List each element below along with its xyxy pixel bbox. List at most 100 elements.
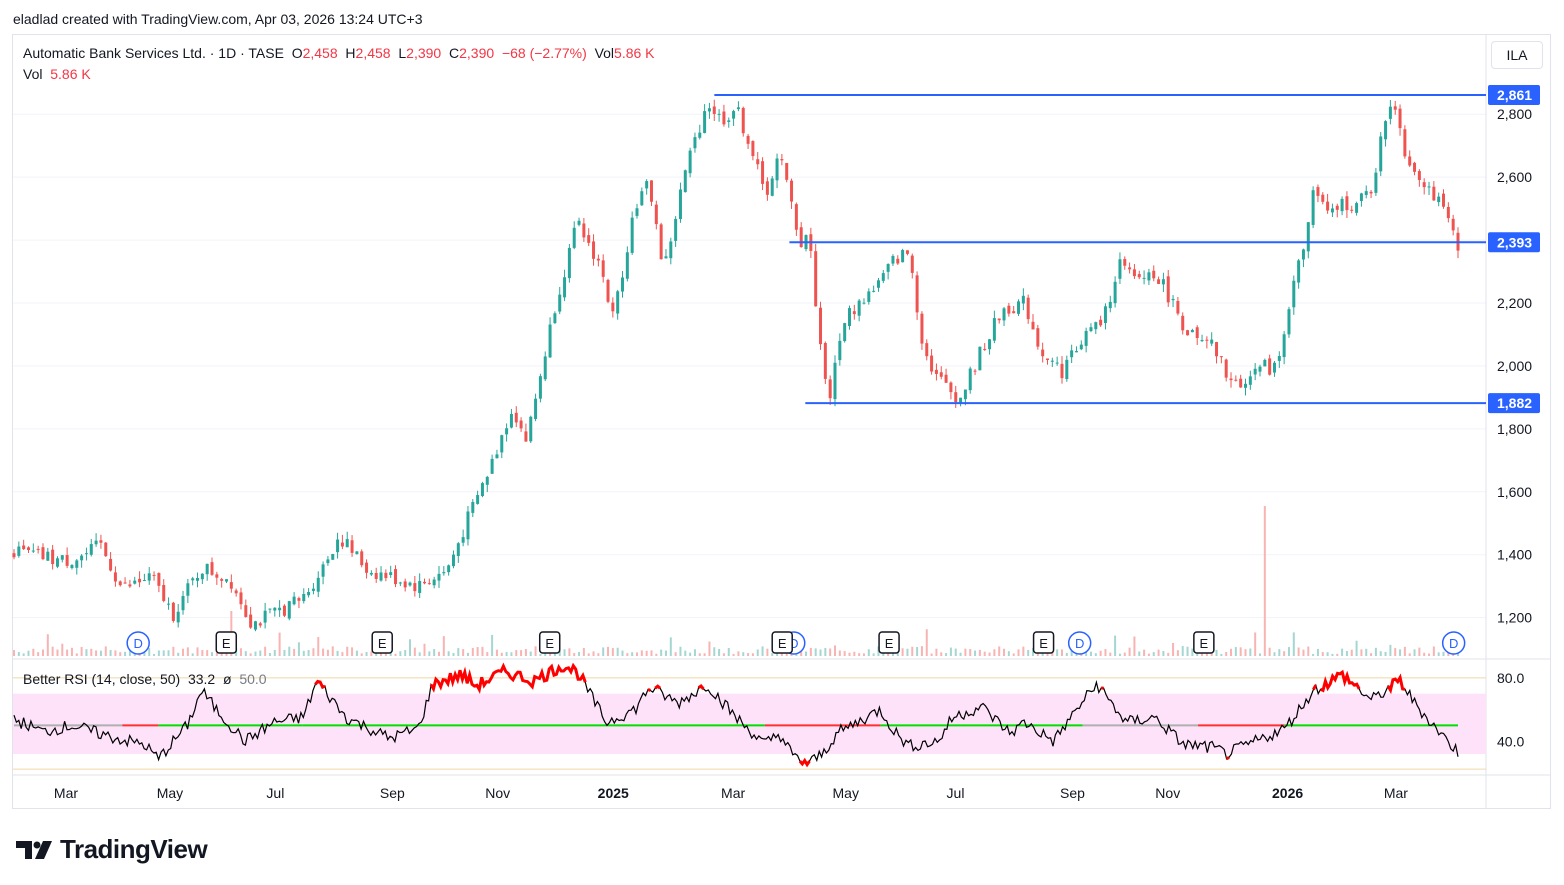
volume-bar	[1036, 653, 1039, 656]
candle-body	[1017, 301, 1021, 314]
candle-body	[1374, 172, 1378, 193]
candle-body	[819, 307, 823, 345]
candle-body	[89, 544, 93, 555]
price-tick-label: 2,600	[1497, 169, 1532, 185]
volume-bar	[1123, 652, 1126, 656]
volume-bar	[1138, 651, 1141, 656]
candle-body	[70, 565, 74, 569]
candle-body	[31, 550, 35, 552]
volume-bar	[515, 650, 518, 656]
low-label: L	[398, 45, 407, 61]
candle-body	[1200, 340, 1204, 342]
volume-bar	[51, 646, 54, 656]
candle-body	[1045, 358, 1049, 360]
candle-body	[84, 553, 88, 555]
vol-label: Vol	[594, 45, 615, 61]
currency-button[interactable]: ILA	[1491, 41, 1543, 69]
candle-body	[785, 162, 789, 180]
volume-bar	[1399, 649, 1402, 656]
volume-bar	[660, 649, 663, 656]
candle-body	[611, 302, 615, 312]
symbol-name[interactable]: Automatic Bank Services Ltd. · 1D · TASE	[23, 45, 284, 61]
candle-body	[1036, 328, 1040, 347]
volume-bar	[1220, 653, 1223, 656]
dividend-marker-label: D	[789, 636, 798, 651]
candle-body	[881, 273, 885, 281]
volume-bar	[66, 649, 69, 656]
volume-bar	[186, 647, 189, 656]
volume-bar	[1321, 652, 1324, 656]
volume-bar	[747, 653, 750, 656]
volume-bar	[993, 649, 996, 656]
volume-bar	[1133, 636, 1136, 656]
candle-body	[1021, 295, 1025, 304]
candle-body	[968, 368, 972, 391]
volume-bar	[1147, 653, 1150, 656]
volume-bar	[568, 648, 571, 656]
volume-bar	[143, 652, 146, 656]
candle-body	[171, 602, 175, 621]
volume-bar	[244, 651, 247, 656]
volume-bar	[848, 652, 851, 656]
volume-bar	[949, 647, 952, 656]
rsi-legend[interactable]: Better RSI (14, close, 50) 33.2 ø 50.0	[23, 671, 267, 687]
time-tick-label: 2026	[1272, 785, 1303, 801]
volume-bar	[916, 647, 919, 656]
candle-body	[384, 572, 388, 579]
candle-body	[220, 579, 224, 581]
candle-body	[934, 369, 938, 374]
candle-body	[17, 546, 21, 556]
volume-bar	[452, 653, 455, 656]
candle-body	[321, 564, 325, 577]
dividend-marker-label: D	[1075, 636, 1084, 651]
volume-bar	[1007, 651, 1010, 656]
volume-bar	[891, 653, 894, 656]
volume-bar	[297, 642, 300, 656]
earnings-marker	[371, 631, 393, 654]
candle-body	[224, 579, 228, 582]
candle-body	[799, 227, 803, 248]
candle-body	[65, 555, 69, 566]
candle-body	[775, 158, 779, 181]
volume-bar	[254, 651, 257, 656]
candle-body	[128, 584, 132, 587]
earnings-marker	[1193, 631, 1215, 654]
symbol-legend: Automatic Bank Services Ltd. · 1D · TASE…	[23, 45, 655, 61]
volume-bar	[679, 646, 682, 656]
tradingview-logo-text: TradingView	[60, 834, 208, 864]
candle-body	[751, 141, 755, 157]
candle-body	[847, 308, 851, 327]
candle-body	[1210, 339, 1214, 344]
volume-legend[interactable]: Vol 5.86 K	[23, 66, 91, 82]
candle-body	[712, 106, 716, 115]
dividend-marker	[126, 631, 150, 655]
rsi-mid-value: 50.0	[239, 671, 267, 687]
candle-body	[1345, 196, 1349, 211]
candle-body	[616, 291, 620, 314]
volume-bar	[1022, 646, 1025, 656]
candle-body	[814, 251, 818, 307]
chart-credit: eladlad created with TradingView.com, Ap…	[13, 11, 423, 27]
candle-body	[664, 256, 668, 259]
volume-bar	[1239, 647, 1242, 656]
candle-body	[331, 553, 335, 560]
time-tick-label: Mar	[721, 785, 745, 801]
volume-bar	[1118, 653, 1121, 656]
volume-bar	[46, 634, 49, 656]
candle-body	[176, 611, 180, 623]
volume-bar	[945, 653, 948, 656]
candle-body	[1355, 203, 1359, 213]
volume-bar	[148, 648, 151, 656]
candle-body	[567, 247, 571, 279]
volume-bar	[1249, 648, 1252, 656]
candle-body	[1108, 301, 1112, 309]
time-tick-label: Nov	[1155, 785, 1180, 801]
volume-bar	[1379, 651, 1382, 656]
volume-bar	[206, 650, 209, 656]
tradingview-logo[interactable]: TradingView	[14, 834, 208, 865]
candle-body	[287, 601, 291, 619]
volume-bar	[834, 645, 837, 656]
candle-body	[109, 558, 113, 571]
volume-bar	[90, 648, 93, 656]
